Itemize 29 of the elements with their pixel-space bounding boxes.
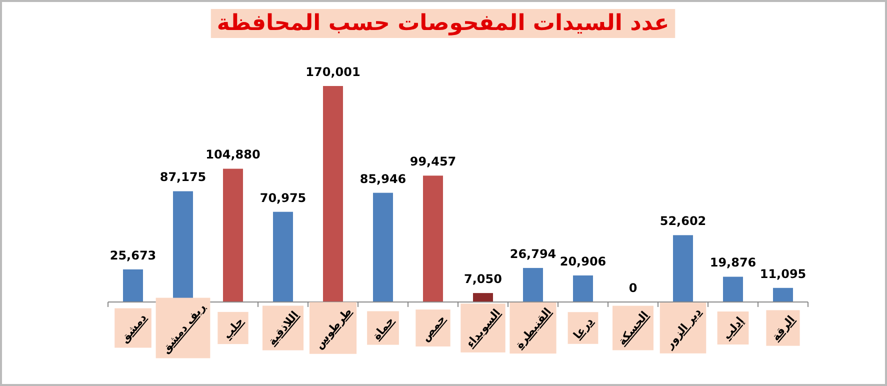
data-label: 11,095	[760, 266, 806, 281]
x-tick-label: طرطوس	[312, 305, 354, 352]
x-tick-label: القنيطرة	[512, 305, 554, 352]
data-label: 7,050	[464, 272, 502, 286]
x-tick-label: اللاذقية	[265, 308, 302, 348]
x-tick-label: حماة	[370, 314, 397, 342]
data-label: 26,794	[510, 246, 556, 261]
data-label: 25,673	[110, 248, 156, 262]
x-tick-label: حمص	[418, 312, 448, 344]
data-label: 85,946	[360, 172, 406, 186]
x-tick-label: إدلب	[720, 314, 746, 342]
data-label: 19,876	[710, 256, 756, 270]
x-tick-label: ريف دمشق	[158, 300, 208, 356]
data-label: 20,906	[560, 254, 606, 268]
data-label: 0	[628, 281, 638, 295]
x-tick-label: حلب	[220, 314, 246, 342]
data-label: 52,602	[660, 214, 706, 228]
data-label: 170,001	[306, 65, 360, 79]
x-tick-label: الرقة	[769, 313, 798, 344]
x-tick-label: درعا	[570, 314, 596, 342]
x-tick-label: دير الزور	[662, 305, 704, 352]
x-tick-label: الحسكة	[616, 308, 652, 348]
data-label: 87,175	[160, 170, 206, 184]
data-label: 70,975	[260, 190, 306, 205]
chart-title: عدد السيدات المفحوصات حسب المحافظة	[216, 11, 670, 36]
x-tick-label: دمشق	[118, 311, 150, 346]
data-label: 104,880	[206, 148, 260, 162]
data-label: 99,457	[410, 154, 456, 169]
x-tick-label: السويداء	[464, 306, 504, 350]
